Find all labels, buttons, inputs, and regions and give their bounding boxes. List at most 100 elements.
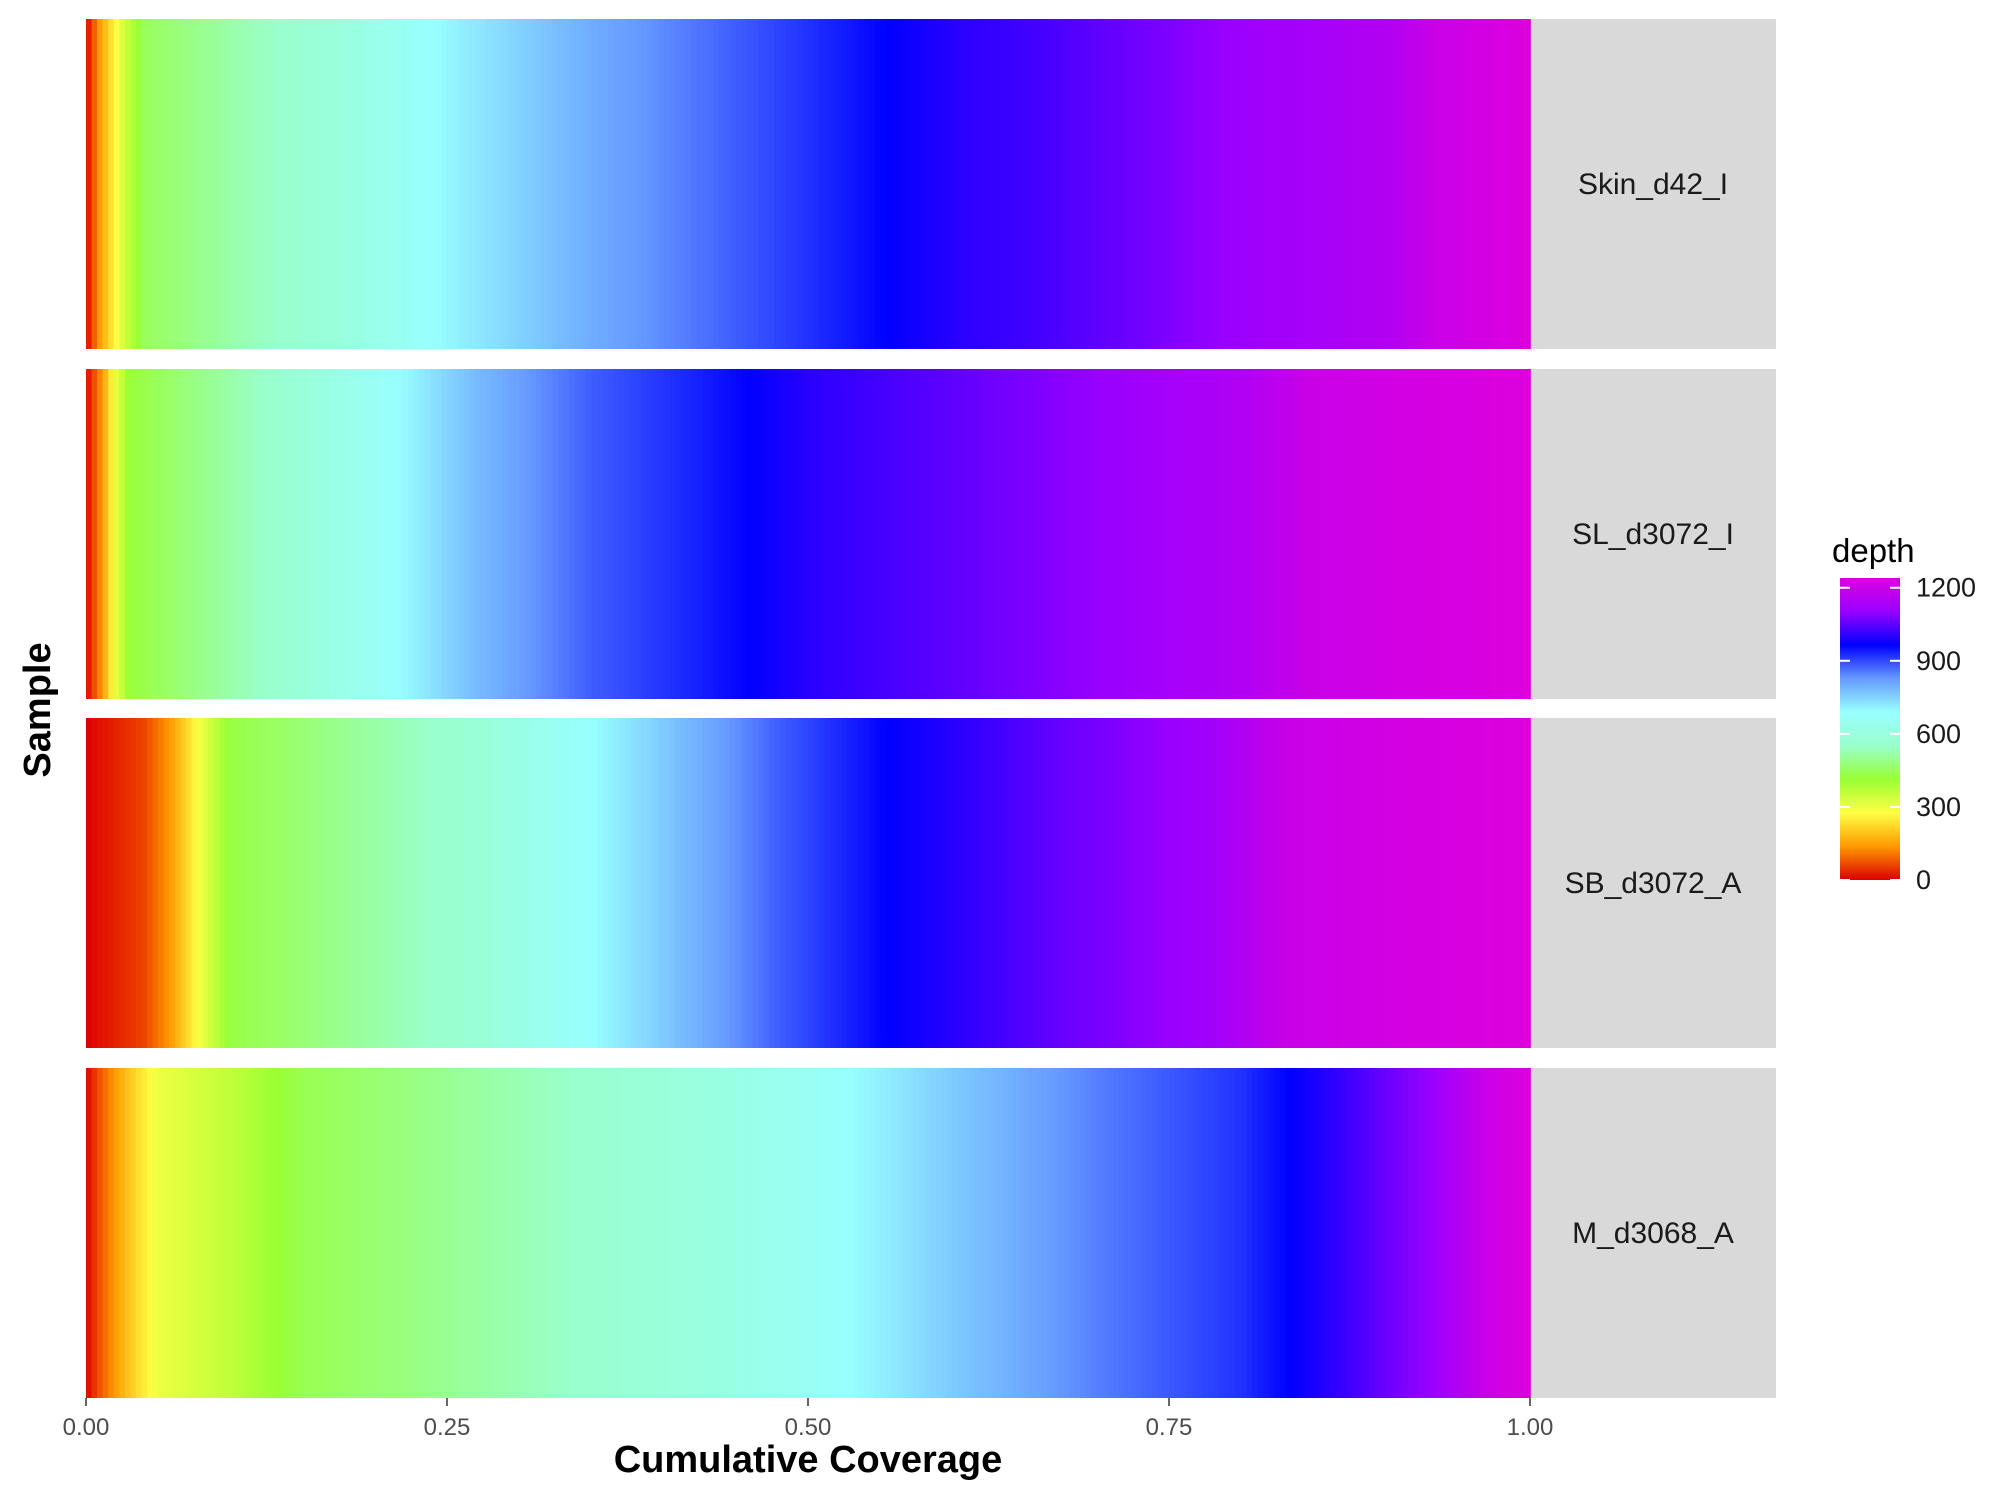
coverage-tile bbox=[669, 369, 676, 699]
coverage-tile bbox=[541, 1068, 548, 1398]
coverage-tile bbox=[297, 369, 304, 699]
coverage-tile bbox=[1085, 1068, 1093, 1398]
coverage-tile bbox=[197, 19, 204, 349]
coverage-tile bbox=[1124, 369, 1131, 699]
coverage-tile bbox=[1463, 19, 1470, 349]
coverage-tile bbox=[896, 369, 904, 699]
coverage-tile bbox=[763, 718, 770, 1048]
coverage-tile bbox=[646, 1068, 654, 1398]
coverage-tile bbox=[458, 369, 465, 699]
coverage-tile bbox=[991, 718, 998, 1048]
coverage-tile bbox=[330, 19, 337, 349]
coverage-tile bbox=[1085, 19, 1093, 349]
coverage-tile bbox=[180, 1068, 187, 1398]
coverage-tile bbox=[1146, 1068, 1154, 1398]
coverage-tile bbox=[263, 718, 271, 1048]
coverage-tile bbox=[1063, 369, 1070, 699]
coverage-tile bbox=[269, 718, 276, 1048]
coverage-tile bbox=[1385, 1068, 1392, 1398]
coverage-tile bbox=[1119, 19, 1126, 349]
coverage-tile bbox=[1302, 19, 1309, 349]
coverage-tile bbox=[1218, 369, 1226, 699]
facet-panel: M_d3068_A bbox=[86, 1068, 1776, 1398]
coverage-tile bbox=[1146, 369, 1154, 699]
coverage-tile bbox=[1341, 1068, 1348, 1398]
coverage-tile bbox=[730, 718, 737, 1048]
coverage-tile bbox=[741, 19, 748, 349]
coverage-tile bbox=[1124, 19, 1131, 349]
coverage-tile bbox=[158, 1068, 165, 1398]
coverage-tile bbox=[658, 369, 665, 699]
coverage-tile bbox=[1130, 718, 1137, 1048]
coverage-tile bbox=[808, 1068, 815, 1398]
coverage-tile bbox=[652, 718, 659, 1048]
coverage-tile bbox=[308, 1068, 315, 1398]
coverage-tile bbox=[1196, 1068, 1204, 1398]
coverage-tile bbox=[280, 19, 287, 349]
coverage-tile bbox=[819, 19, 826, 349]
coverage-tile bbox=[158, 19, 165, 349]
coverage-tile bbox=[1246, 369, 1254, 699]
coverage-tile bbox=[824, 1068, 832, 1398]
coverage-tile bbox=[1141, 718, 1148, 1048]
coverage-tile bbox=[802, 369, 809, 699]
coverage-tile bbox=[280, 718, 287, 1048]
coverage-tile bbox=[330, 718, 337, 1048]
coverage-tile bbox=[1135, 1068, 1143, 1398]
coverage-tile bbox=[785, 718, 793, 1048]
coverage-tile bbox=[880, 369, 887, 699]
coverage-tile bbox=[841, 718, 848, 1048]
coverage-tile bbox=[907, 369, 915, 699]
coverage-tile bbox=[1463, 718, 1470, 1048]
coverage-tile bbox=[1324, 1068, 1331, 1398]
coverage-tile bbox=[1513, 1068, 1520, 1398]
coverage-tile bbox=[541, 19, 548, 349]
coverage-tile bbox=[924, 369, 931, 699]
coverage-tile bbox=[1430, 718, 1437, 1048]
coverage-tile bbox=[1485, 718, 1492, 1048]
coverage-tile bbox=[469, 1068, 476, 1398]
coverage-tile bbox=[1107, 19, 1115, 349]
coverage-tile bbox=[369, 718, 376, 1048]
coverage-tile bbox=[646, 718, 654, 1048]
coverage-tile bbox=[1007, 718, 1015, 1048]
coverage-tile bbox=[674, 1068, 682, 1398]
coverage-tile bbox=[308, 369, 315, 699]
coverage-tile bbox=[141, 1068, 148, 1398]
coverage-tile bbox=[991, 369, 998, 699]
coverage-tile bbox=[752, 718, 759, 1048]
coverage-tile bbox=[1207, 369, 1215, 699]
coverage-tile bbox=[158, 369, 165, 699]
coverage-tile bbox=[1291, 1068, 1298, 1398]
coverage-tile bbox=[219, 718, 226, 1048]
coverage-tile bbox=[1368, 718, 1376, 1048]
coverage-tile bbox=[363, 1068, 371, 1398]
coverage-tile bbox=[796, 369, 804, 699]
coverage-tile bbox=[1330, 369, 1337, 699]
coverage-tile bbox=[613, 718, 620, 1048]
coverage-tile bbox=[691, 718, 698, 1048]
coverage-tile bbox=[1207, 718, 1215, 1048]
coverage-tile bbox=[86, 19, 93, 349]
coverage-tile bbox=[1318, 19, 1326, 349]
coverage-tile bbox=[935, 1068, 943, 1398]
coverage-tile bbox=[1468, 19, 1476, 349]
coverage-tile bbox=[496, 19, 504, 349]
coverage-tile bbox=[1202, 1068, 1209, 1398]
coverage-tile bbox=[963, 718, 970, 1048]
coverage-tile bbox=[558, 718, 565, 1048]
coverage-tile bbox=[241, 19, 248, 349]
coverage-tile bbox=[680, 369, 687, 699]
coverage-tile bbox=[513, 718, 520, 1048]
coverage-tile bbox=[1252, 19, 1259, 349]
coverage-tile bbox=[1035, 19, 1043, 349]
coverage-tile bbox=[1280, 718, 1287, 1048]
coverage-tile bbox=[1030, 369, 1037, 699]
coverage-tile bbox=[585, 369, 593, 699]
coverage-tile bbox=[580, 718, 587, 1048]
coverage-tile bbox=[630, 369, 637, 699]
coverage-tile bbox=[1463, 1068, 1470, 1398]
coverage-tile bbox=[907, 19, 915, 349]
coverage-tile bbox=[341, 718, 348, 1048]
coverage-tile bbox=[1185, 19, 1193, 349]
